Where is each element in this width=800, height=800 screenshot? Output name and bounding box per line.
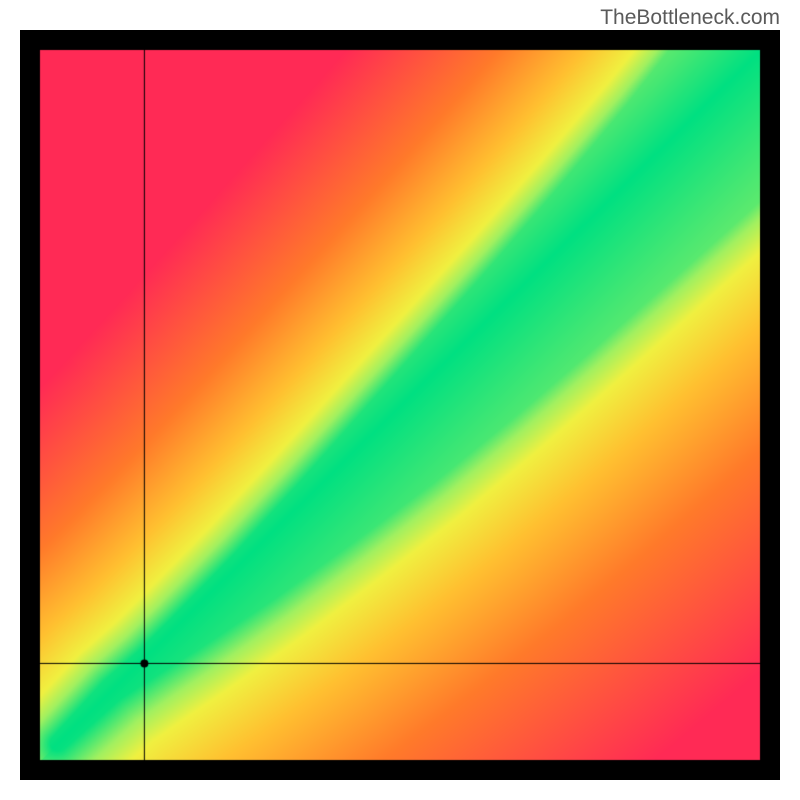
bottleneck-heatmap	[20, 30, 780, 780]
watermark-text: TheBottleneck.com	[600, 6, 780, 30]
chart-container: { "watermark": { "text": "TheBottleneck.…	[0, 0, 800, 800]
